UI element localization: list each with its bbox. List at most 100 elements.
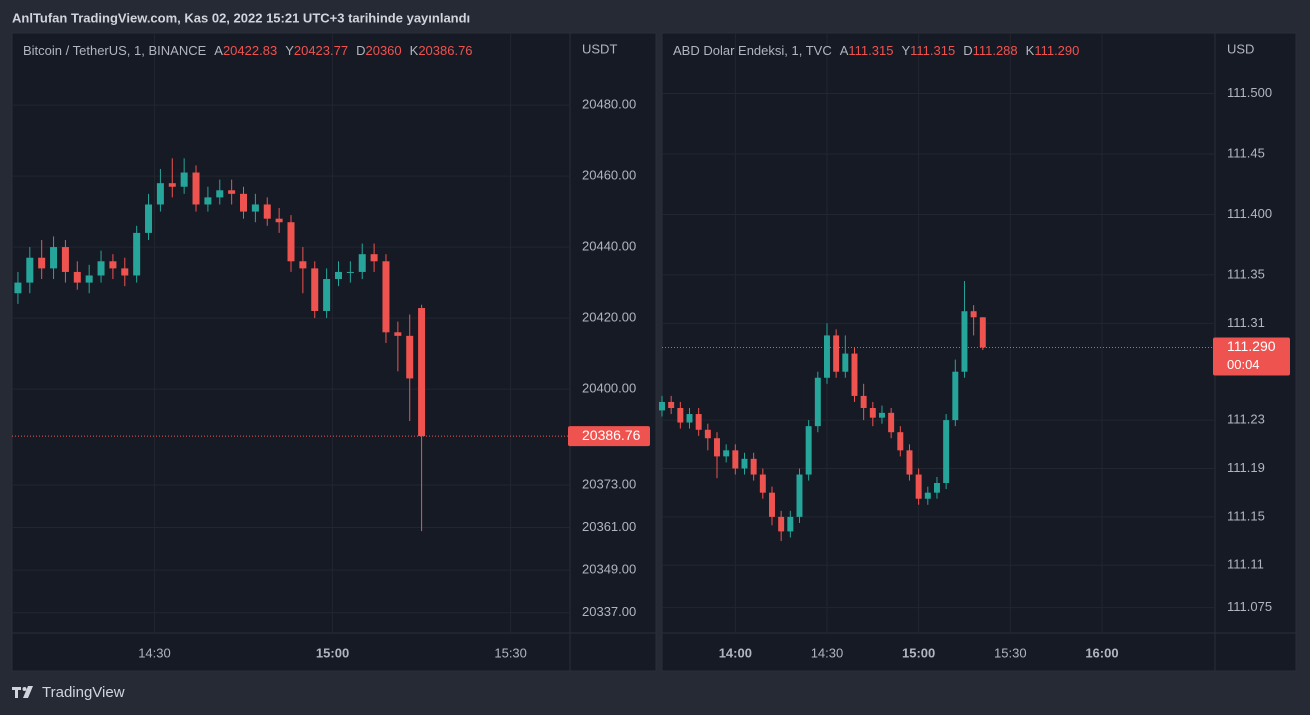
candle-body	[741, 458, 748, 469]
candle-body	[970, 311, 977, 318]
candle-body	[723, 450, 730, 457]
x-tick-label: 15:00	[902, 645, 935, 660]
candle-body	[228, 190, 236, 194]
candle-body	[851, 353, 858, 396]
candle-body	[686, 414, 693, 423]
candle-body	[888, 412, 895, 433]
y-tick-label: 111.075	[1227, 599, 1272, 614]
ohlc-value: 20360	[365, 43, 402, 58]
candle-body	[263, 204, 271, 219]
x-tick-label: 14:30	[811, 645, 844, 660]
ohlc-value: 111.288	[972, 43, 1018, 58]
candle-body	[796, 474, 803, 517]
candle-body	[924, 492, 931, 499]
candle-body	[668, 401, 675, 408]
chart-legend: ABD Dolar Endeksi, 1, TVC A111.315 Y111.31…	[673, 43, 1151, 58]
ohlc-key: K	[409, 43, 419, 58]
candle-body	[860, 395, 867, 408]
candle-body	[979, 317, 986, 348]
candle-body	[943, 420, 950, 483]
candle-body	[787, 516, 794, 532]
page-title: AnlTufan TradingView.com, Kas 02, 2022 1…	[12, 10, 470, 25]
y-tick-label: 20349.00	[582, 562, 636, 577]
candle-body	[394, 332, 402, 336]
y-tick-label: 111.19	[1227, 460, 1265, 475]
candle-body	[73, 271, 81, 283]
candle-body	[933, 483, 940, 493]
candle-body	[97, 261, 105, 276]
candle-body	[677, 408, 684, 423]
candle-body	[714, 438, 720, 457]
y-tick-label: 20361.00	[582, 519, 636, 534]
candle-body	[85, 275, 93, 283]
x-tick-label: 16:00	[1085, 645, 1118, 660]
panel	[661, 32, 1297, 672]
candle-body	[952, 371, 959, 421]
candle-body	[358, 254, 366, 272]
candle-body	[878, 412, 885, 418]
y-tick-label: 111.35	[1227, 266, 1265, 281]
candle-body	[204, 197, 212, 205]
x-tick-label: 15:30	[994, 645, 1027, 660]
last-price-box	[568, 426, 650, 447]
candle-body	[382, 261, 390, 333]
candle-body	[906, 450, 913, 475]
candle-body	[38, 257, 46, 269]
candle-body	[732, 450, 739, 469]
ohlc-key: Y	[901, 43, 911, 58]
ohlc-value: 111.290	[1034, 43, 1080, 58]
y-tick-label: 111.23	[1227, 412, 1265, 427]
y-tick-label: 20400.00	[582, 381, 636, 396]
candle-body	[824, 335, 830, 378]
candle-body	[133, 232, 141, 276]
candle-body	[61, 247, 69, 272]
candle-body	[842, 353, 849, 372]
candle-body	[251, 204, 259, 212]
brand-logo	[12, 686, 33, 698]
candle-body	[814, 377, 821, 427]
panel	[11, 32, 657, 672]
currency-label: USD	[1227, 41, 1254, 56]
currency-label: USDT	[582, 41, 617, 56]
countdown: 00:04	[1227, 357, 1260, 372]
candle-body	[50, 247, 58, 269]
candle-body	[240, 193, 248, 212]
y-tick-label: 20480.00	[582, 97, 636, 112]
y-tick-label: 111.15	[1227, 508, 1265, 523]
candle-body	[299, 261, 307, 269]
candle-body	[121, 268, 129, 276]
candle-body	[418, 308, 426, 437]
candle-body	[26, 257, 34, 283]
ohlc-value: 20422.83	[222, 43, 278, 58]
symbol-title: Bitcoin / TetherUS, 1, BINANCE	[23, 43, 207, 58]
candle-body	[156, 183, 164, 205]
candle-body	[769, 492, 775, 517]
y-tick-label: 111.400	[1227, 206, 1272, 221]
x-tick-label: 14:00	[719, 645, 752, 660]
brand-name: TradingView	[42, 684, 125, 701]
candle-body	[370, 254, 378, 262]
candle-body	[323, 279, 331, 311]
candle-body	[961, 311, 968, 372]
candle-body	[659, 401, 665, 411]
candle-body	[180, 172, 188, 187]
candle-body	[14, 282, 22, 294]
y-tick-label: 20460.00	[582, 168, 636, 183]
candle-body	[915, 474, 922, 499]
candle-body	[695, 414, 702, 430]
chart-legend: Bitcoin / TetherUS, 1, BINANCE A20422.83 Y…	[23, 43, 563, 58]
candle-body	[168, 183, 176, 187]
candle-body	[805, 426, 812, 475]
y-tick-label: 20373.00	[582, 476, 636, 491]
candle-body	[192, 172, 200, 205]
last-price-label: 20386.76	[582, 427, 641, 443]
y-tick-label: 111.31	[1227, 315, 1265, 330]
candle-body	[311, 268, 319, 311]
candle-body	[750, 458, 757, 475]
x-tick-label: 14:30	[138, 645, 171, 660]
last-price-box	[1213, 337, 1290, 376]
ohlc-value: 20386.76	[418, 43, 473, 58]
y-tick-label: 111.500	[1227, 85, 1272, 100]
